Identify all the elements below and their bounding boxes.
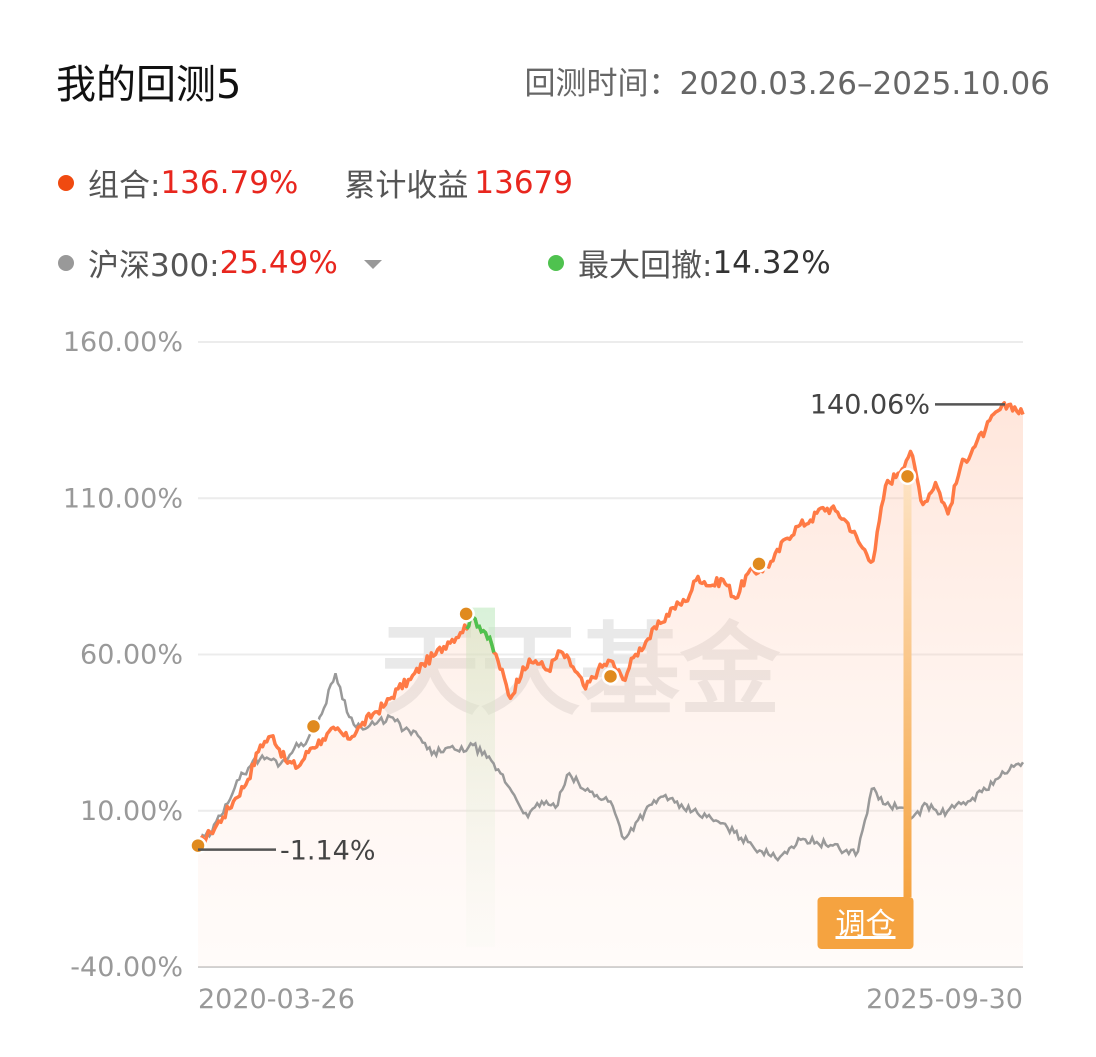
y-tick-label: 10.00% [80,796,183,827]
rebalance-marker[interactable]: 调仓 [817,476,914,949]
drawdown-label: 最大回撤: [578,248,713,284]
benchmark-line [197,672,1025,862]
annotations: 140.06% -1.14% [198,389,1005,867]
trade-marker [304,717,323,736]
page-title: 我的回测5 [56,62,242,108]
benchmark-value: 25.49% [219,244,338,281]
rebalance-bar [903,476,912,897]
trade-marker [898,467,917,486]
legend-drawdown-row: 最大回撤: 14.32% [548,240,831,285]
portfolio-line [196,401,1025,846]
drawdown-value: 14.32% [712,244,831,281]
benchmark-label: 沪深300: [88,248,220,284]
portfolio-dot-icon [58,174,74,191]
y-axis: 160.00% 110.00% 60.00% 10.00% -40.00% [63,327,183,983]
legend-portfolio-row: 组合: 136.79% 累计收益 13679 [58,160,573,205]
trade-marker [457,605,475,623]
portfolio-value: 136.79% [160,164,299,201]
backtest-chart: 160.00%110.00%60.00%10.00%-40.00% 天天基金 调… [63,327,1025,1015]
benchmark-dot-icon [58,254,74,271]
x-tick-label: 2020-03-26 [198,984,355,1015]
x-tick-label: 2025-09-30 [866,984,1023,1015]
trade-marker [750,555,768,573]
legend-benchmark-row: 沪深300: 25.49% [58,240,382,285]
min-value-label: -1.14% [280,836,376,867]
y-tick-label: -40.00% [70,952,183,983]
cumulative-label: 累计收益 [344,168,469,204]
y-tick-label: 110.00% [63,483,183,514]
y-tick-label: 160.00% [63,327,183,358]
max-value-label: 140.06% [810,389,930,420]
portfolio-label: 组合: [88,168,161,204]
rebalance-badge [817,897,914,949]
y-tick-label: 60.00% [80,640,183,671]
backtest-period: 回测时间：2020.03.26–2025.10.06 [524,66,1051,102]
trade-marker [601,667,620,686]
benchmark-dropdown-icon[interactable] [363,260,382,269]
x-axis: 2020-03-26 2025-09-30 [198,984,1023,1015]
rebalance-label: 调仓 [836,907,896,942]
cumulative-value: 13679 [474,164,574,201]
drawdown-dot-icon [548,254,564,271]
